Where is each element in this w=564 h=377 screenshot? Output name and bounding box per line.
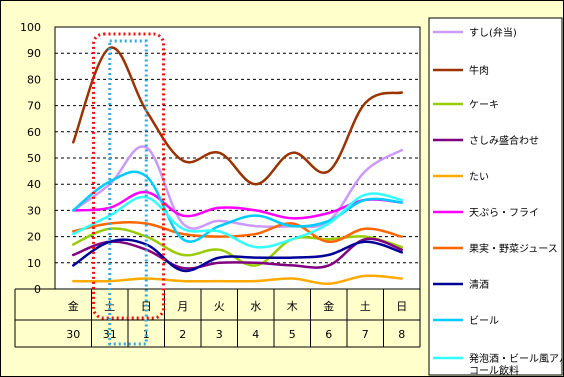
legend-label: 果実・野菜ジュース: [469, 242, 558, 255]
y-tick-label: 20: [27, 231, 41, 244]
x-tick-weekday: 土: [104, 300, 115, 313]
series-line-1: [72, 46, 404, 186]
x-tick-weekday: 木: [287, 300, 298, 313]
x-tick-day: 3: [216, 328, 223, 341]
y-tick-label: 60: [27, 126, 41, 139]
series-lines: [72, 46, 404, 286]
y-tick-label: 30: [27, 204, 41, 217]
legend-label: 発泡酒・ビール風アル: [469, 352, 563, 365]
x-tick-weekday: 日: [396, 300, 407, 313]
x-tick-weekday: 水: [250, 300, 261, 313]
legend-label: たい: [469, 171, 489, 183]
legend-entries: すし(弁当) 牛肉ケーキさしみ盛合わせたい天ぷら・フライ果実・野菜ジュース清酒ビー…: [433, 26, 563, 376]
legend: [428, 17, 563, 376]
series-line-3: [72, 237, 404, 270]
legend-label: 牛肉: [469, 64, 489, 77]
x-tick-weekday: 金: [323, 299, 334, 313]
legend-label: ケーキ: [469, 99, 499, 111]
y-tick-label: 80: [27, 73, 41, 86]
y-axis: 0102030405060708090100: [20, 21, 41, 296]
legend-label: すし(弁当): [469, 26, 517, 39]
x-tick-weekday: 月: [177, 300, 188, 313]
series-line-6: [72, 221, 404, 244]
series-line-8: [72, 170, 404, 243]
series-line-7: [72, 238, 404, 273]
y-tick-label: 10: [27, 257, 41, 270]
x-tick-weekday: 土: [360, 300, 371, 313]
series-line-5: [72, 190, 404, 220]
y-tick-label: 50: [27, 152, 41, 165]
legend-label: 天ぷら・フライ: [469, 207, 539, 219]
x-tick-day: 2: [179, 328, 186, 341]
x-tick-day: 30: [66, 328, 80, 341]
x-tick-day: 8: [398, 328, 405, 341]
x-tick-day: 6: [325, 328, 332, 341]
x-tick-day: 4: [252, 328, 259, 341]
highlight-boxes: [92, 32, 165, 346]
highlight-box-0: [92, 32, 165, 320]
x-tick-day: 7: [362, 328, 369, 341]
series-line-4: [72, 274, 404, 286]
y-tick-label: 70: [27, 100, 41, 113]
legend-label: 清酒: [469, 278, 489, 291]
x-tick-weekday: 火: [214, 300, 225, 313]
legend-label-cont: コール飲料: [469, 364, 519, 376]
x-tick-weekday: 金: [68, 299, 79, 313]
x-tick-day: 5: [289, 328, 296, 341]
y-tick-label: 100: [20, 21, 41, 34]
y-tick-label: 40: [27, 178, 41, 191]
legend-label: さしみ盛合わせ: [469, 134, 539, 147]
series-line-9: [72, 192, 404, 249]
legend-label: ビール: [469, 315, 499, 327]
y-tick-label: 90: [27, 47, 41, 60]
